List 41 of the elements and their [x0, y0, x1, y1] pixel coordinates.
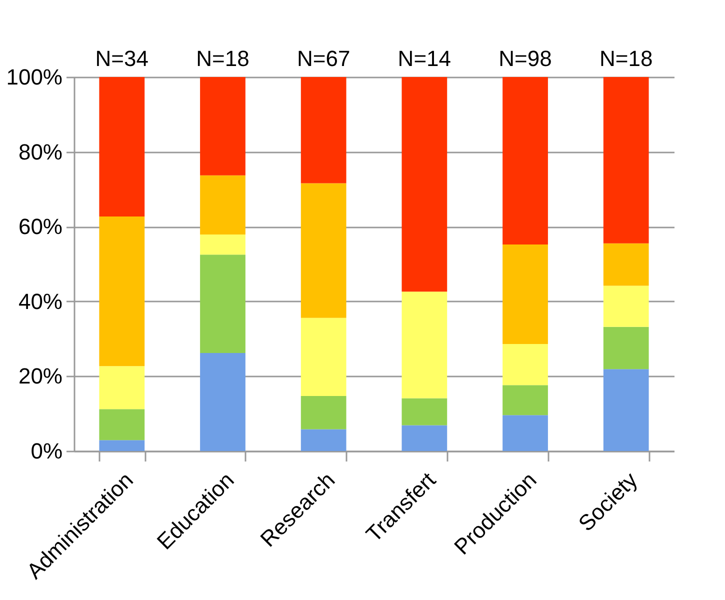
- bar: [300, 429, 346, 451]
- bar: [603, 369, 649, 451]
- bar: [502, 385, 548, 416]
- annotation: N=98: [498, 46, 552, 71]
- bar: [603, 243, 649, 286]
- y-tick-label: 60%: [18, 214, 62, 240]
- bar: [502, 415, 548, 451]
- bar: [200, 175, 246, 234]
- y-tick-label: 0%: [30, 438, 62, 464]
- y-tick-label: 100%: [6, 64, 62, 90]
- bar: [603, 77, 649, 244]
- y-tick-label: 40%: [18, 288, 62, 314]
- bar: [502, 344, 548, 386]
- bar: [200, 234, 246, 255]
- bar: [502, 77, 548, 245]
- y-tick-label: 20%: [18, 364, 62, 389]
- annotation: N=18: [196, 46, 250, 71]
- bar: [99, 440, 145, 451]
- bar: [300, 77, 346, 184]
- bar: [603, 286, 649, 327]
- annotation: N=18: [599, 46, 653, 71]
- bar: [300, 396, 346, 430]
- bar: [99, 77, 145, 216]
- bar: [402, 77, 448, 292]
- bar: [99, 216, 145, 366]
- bar: [300, 183, 346, 318]
- bar: [300, 318, 346, 396]
- bar: [99, 366, 145, 410]
- y-tick-label: 80%: [18, 139, 62, 164]
- bar: [402, 292, 448, 398]
- bar: [200, 254, 246, 354]
- bar: [502, 244, 548, 344]
- bar: [99, 409, 145, 440]
- bar: [200, 353, 246, 451]
- annotation: N=34: [95, 46, 149, 71]
- bar: [200, 77, 246, 176]
- bar: [402, 398, 448, 426]
- annotation: N=14: [398, 46, 452, 71]
- bar: [603, 326, 649, 370]
- bar: [402, 425, 448, 451]
- annotation: N=67: [296, 46, 350, 71]
